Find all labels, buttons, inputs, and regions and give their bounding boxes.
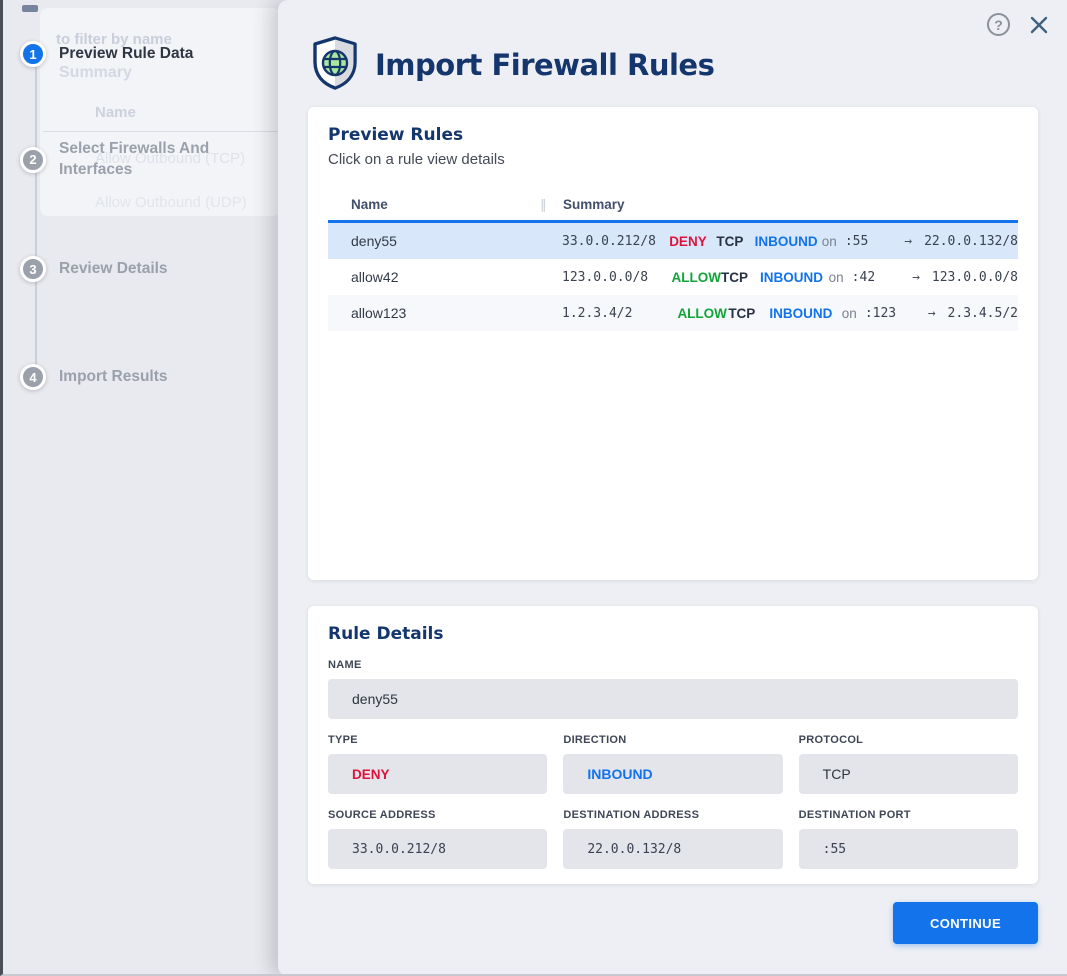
rule-on-word: on	[828, 269, 844, 285]
rule-summary: 1.2.3.4/2 ALLOW TCP INBOUND on :123 → 2.…	[540, 306, 1018, 321]
stepper-step-review-details[interactable]: 3 Review Details	[20, 256, 249, 282]
name-field[interactable]: deny55	[328, 679, 1018, 719]
rule-action-badge: ALLOW	[671, 269, 722, 285]
type-field-value: DENY	[352, 766, 390, 782]
arrow-icon: →	[927, 305, 936, 321]
protocol-field-label: PROTOCOL	[798, 734, 864, 746]
stepper-step-import-results[interactable]: 4 Import Results	[20, 364, 249, 390]
arrow-icon: →	[912, 269, 920, 285]
modal-footer: CONTINUE	[278, 884, 1067, 944]
step-label: Review Details	[59, 259, 168, 277]
ghost-rule-row: Allow Outbound (UDP)	[95, 194, 247, 211]
rule-action-badge: ALLOW	[677, 305, 727, 321]
modal-header: Import Firewall Rules	[278, 0, 1067, 104]
rule-direction-badge: INBOUND	[754, 233, 818, 249]
column-header-name[interactable]: Name	[351, 197, 388, 212]
background-page: to filter by name Summary Name Allow Out…	[3, 0, 281, 974]
destination-address-field-label: DESTINATION ADDRESS	[563, 809, 700, 821]
rule-on-word: on	[821, 233, 837, 249]
rules-table-header: Name ∥ Summary	[328, 189, 1018, 223]
step-label: Import Results	[59, 367, 168, 385]
rule-name: allow123	[351, 305, 407, 321]
rule-destination: 22.0.0.132/8	[924, 233, 1018, 249]
step-label: Preview Rule Data	[59, 44, 194, 62]
rule-name: allow42	[351, 269, 399, 285]
rule-direction-badge: INBOUND	[759, 269, 823, 285]
rule-action-badge: DENY	[669, 233, 707, 249]
step-label: Select Firewalls And Interfaces	[59, 140, 210, 178]
direction-field[interactable]: INBOUND	[563, 754, 783, 794]
rules-table: Name ∥ Summary deny55 33.0.0.212/8 DENY …	[328, 189, 1018, 331]
rule-port: :55	[844, 233, 869, 249]
close-icon[interactable]	[1028, 14, 1050, 36]
preview-rules-heading: Preview Rules	[328, 125, 464, 145]
ghost-divider	[43, 131, 278, 132]
rule-source: 33.0.0.212/8	[562, 233, 656, 249]
destination-port-field-label: DESTINATION PORT	[798, 809, 911, 821]
source-address-field-value: 33.0.0.212/8	[352, 841, 446, 857]
rule-direction-badge: INBOUND	[769, 305, 833, 321]
ghost-rule-row: Allow Outbound (TCP)	[95, 150, 246, 167]
destination-port-field[interactable]: :55	[798, 829, 1018, 869]
destination-address-field[interactable]: 22.0.0.132/8	[563, 829, 783, 869]
ghost-filter-text: to filter by name	[56, 31, 172, 48]
rule-source: 123.0.0.0/8	[562, 269, 649, 285]
rule-source: 1.2.3.4/2	[562, 305, 633, 321]
source-address-field-label: SOURCE ADDRESS	[328, 809, 436, 821]
rule-destination: 123.0.0.0/8	[931, 269, 1018, 285]
shield-globe-icon	[311, 35, 359, 95]
rule-details-card: Rule Details NAME deny55 TYPE DENY DIREC…	[308, 606, 1038, 884]
rule-row-allow123[interactable]: allow123 1.2.3.4/2 ALLOW TCP INBOUND on …	[328, 295, 1018, 331]
destination-port-field-value: :55	[822, 841, 847, 857]
source-address-field[interactable]: 33.0.0.212/8	[328, 829, 548, 869]
modal-topbar: ?	[987, 13, 1050, 36]
rule-summary: 123.0.0.0/8 ALLOW TCP INBOUND on :42 → 1…	[540, 270, 1018, 285]
direction-field-label: DIRECTION	[563, 734, 627, 746]
stepper-connector-line	[35, 57, 37, 380]
ghost-summary-label: Summary	[59, 64, 132, 81]
direction-field-value: INBOUND	[587, 766, 653, 782]
column-resize-handle[interactable]: ∥	[540, 196, 547, 212]
stepper-step-preview-rule-data[interactable]: 1 Preview Rule Data	[20, 41, 249, 67]
preview-rules-card: Preview Rules Click on a rule view detai…	[308, 107, 1038, 580]
rule-details-heading: Rule Details	[328, 624, 444, 644]
modal-title: Import Firewall Rules	[375, 48, 715, 82]
rule-protocol-badge: TCP	[716, 233, 744, 249]
rule-destination: 2.3.4.5/2	[947, 305, 1018, 321]
help-icon[interactable]: ?	[987, 13, 1010, 36]
name-field-label: NAME	[328, 659, 362, 671]
rule-protocol-badge: TCP	[728, 305, 756, 321]
type-field[interactable]: DENY	[328, 754, 548, 794]
rule-on-word: on	[841, 305, 857, 321]
column-header-summary[interactable]: Summary	[563, 197, 625, 212]
step-number-badge: 1	[20, 41, 46, 67]
continue-button[interactable]: CONTINUE	[893, 902, 1038, 944]
step-number-badge: 2	[20, 146, 46, 173]
protocol-field[interactable]: TCP	[798, 754, 1018, 794]
rule-protocol-badge: TCP	[721, 269, 748, 285]
step-number-badge: 3	[20, 256, 46, 282]
rule-row-deny55[interactable]: deny55 33.0.0.212/8 DENY TCP INBOUND on …	[328, 223, 1018, 259]
protocol-field-value: TCP	[822, 766, 851, 782]
step-number-badge: 4	[20, 364, 46, 390]
arrow-icon: →	[904, 233, 913, 249]
ghost-background-card	[40, 8, 280, 216]
stepper-step-select-firewalls[interactable]: 2 Select Firewalls And Interfaces	[20, 139, 249, 181]
ghost-name-header: Name	[95, 104, 136, 121]
rule-summary: 33.0.0.212/8 DENY TCP INBOUND on :55 → 2…	[540, 234, 1018, 249]
import-firewall-rules-modal: ? Import Firewall Rules Preview	[278, 0, 1067, 974]
ghost-nav-chip	[22, 5, 38, 12]
rule-name: deny55	[351, 233, 397, 249]
rule-port: :42	[851, 269, 876, 285]
rule-port: :123	[864, 305, 897, 321]
name-field-value: deny55	[352, 691, 398, 707]
rule-row-allow42[interactable]: allow42 123.0.0.0/8 ALLOW TCP INBOUND on…	[328, 259, 1018, 295]
preview-rules-subheading: Click on a rule view details	[328, 151, 505, 168]
type-field-label: TYPE	[328, 734, 358, 746]
destination-address-field-value: 22.0.0.132/8	[587, 841, 682, 857]
